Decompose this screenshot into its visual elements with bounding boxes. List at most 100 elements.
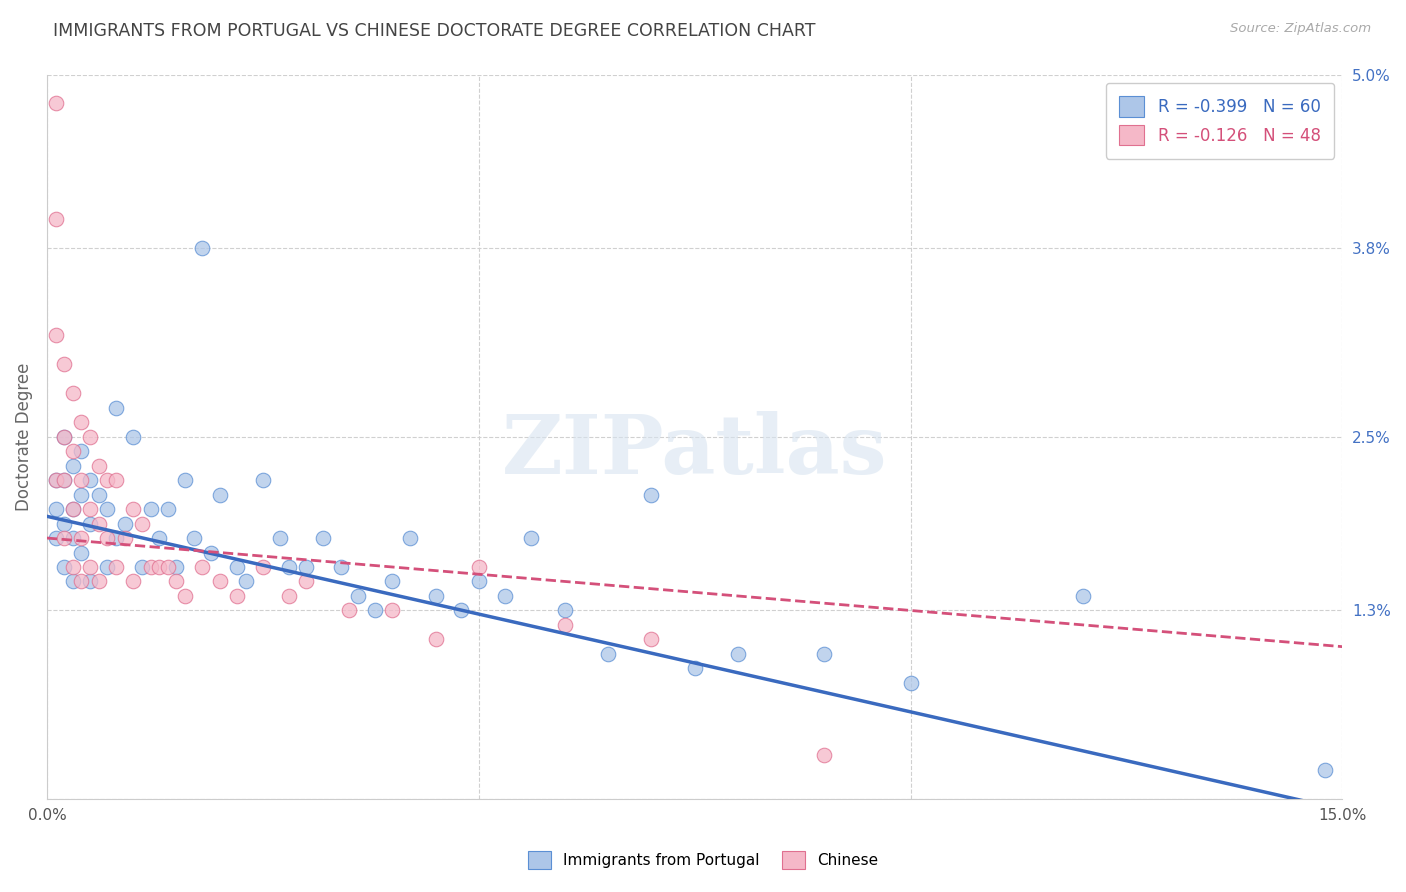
Point	[640, 632, 662, 647]
Point	[235, 574, 257, 589]
Point	[70, 545, 93, 559]
Point	[62, 560, 84, 574]
Point	[87, 516, 110, 531]
Point	[312, 531, 335, 545]
Point	[44, 96, 66, 111]
Point	[139, 560, 162, 574]
Point	[122, 502, 145, 516]
Point	[62, 574, 84, 589]
Point	[727, 647, 749, 661]
Point	[364, 603, 387, 617]
Point	[44, 212, 66, 227]
Point	[295, 574, 318, 589]
Point	[122, 430, 145, 444]
Point	[104, 401, 127, 415]
Point	[277, 589, 299, 603]
Y-axis label: Doctorate Degree: Doctorate Degree	[15, 362, 32, 511]
Point	[139, 502, 162, 516]
Point	[381, 603, 404, 617]
Point	[44, 328, 66, 343]
Point	[53, 357, 76, 371]
Legend: Immigrants from Portugal, Chinese: Immigrants from Portugal, Chinese	[522, 845, 884, 875]
Point	[96, 531, 118, 545]
Point	[598, 647, 620, 661]
Point	[183, 531, 205, 545]
Point	[813, 748, 835, 763]
Point	[813, 647, 835, 661]
Point	[295, 560, 318, 574]
Point	[44, 473, 66, 487]
Point	[277, 560, 299, 574]
Point	[62, 502, 84, 516]
Point	[425, 632, 447, 647]
Point	[165, 560, 187, 574]
Point	[44, 531, 66, 545]
Point	[554, 618, 576, 632]
Point	[53, 516, 76, 531]
Point	[79, 430, 101, 444]
Point	[44, 502, 66, 516]
Point	[131, 516, 153, 531]
Point	[87, 458, 110, 473]
Legend: R = -0.399   N = 60, R = -0.126   N = 48: R = -0.399 N = 60, R = -0.126 N = 48	[1107, 83, 1334, 159]
Point	[148, 531, 170, 545]
Point	[87, 574, 110, 589]
Point	[174, 589, 197, 603]
Point	[900, 676, 922, 690]
Point	[79, 502, 101, 516]
Point	[200, 545, 222, 559]
Point	[114, 531, 136, 545]
Point	[467, 574, 489, 589]
Point	[329, 560, 352, 574]
Point	[450, 603, 472, 617]
Point	[53, 473, 76, 487]
Point	[269, 531, 291, 545]
Point	[70, 531, 93, 545]
Point	[191, 241, 214, 255]
Point	[467, 560, 489, 574]
Point	[519, 531, 541, 545]
Point	[79, 574, 101, 589]
Point	[62, 458, 84, 473]
Point	[208, 487, 231, 501]
Point	[425, 589, 447, 603]
Point	[79, 473, 101, 487]
Point	[53, 560, 76, 574]
Point	[70, 415, 93, 429]
Point	[53, 531, 76, 545]
Point	[104, 531, 127, 545]
Point	[44, 473, 66, 487]
Point	[53, 430, 76, 444]
Point	[62, 386, 84, 401]
Point	[79, 560, 101, 574]
Point	[148, 560, 170, 574]
Point	[53, 473, 76, 487]
Point	[494, 589, 516, 603]
Text: Source: ZipAtlas.com: Source: ZipAtlas.com	[1230, 22, 1371, 36]
Point	[70, 487, 93, 501]
Point	[114, 516, 136, 531]
Point	[1071, 589, 1094, 603]
Point	[96, 560, 118, 574]
Point	[191, 560, 214, 574]
Point	[225, 560, 247, 574]
Point	[79, 516, 101, 531]
Point	[104, 473, 127, 487]
Point	[640, 487, 662, 501]
Point	[252, 560, 274, 574]
Point	[131, 560, 153, 574]
Point	[122, 574, 145, 589]
Point	[165, 574, 187, 589]
Text: IMMIGRANTS FROM PORTUGAL VS CHINESE DOCTORATE DEGREE CORRELATION CHART: IMMIGRANTS FROM PORTUGAL VS CHINESE DOCT…	[53, 22, 815, 40]
Point	[683, 661, 706, 675]
Point	[53, 430, 76, 444]
Point	[398, 531, 420, 545]
Point	[346, 589, 368, 603]
Point	[156, 560, 179, 574]
Point	[225, 589, 247, 603]
Point	[96, 473, 118, 487]
Text: ZIPatlas: ZIPatlas	[502, 411, 887, 491]
Point	[70, 444, 93, 458]
Point	[337, 603, 360, 617]
Point	[252, 473, 274, 487]
